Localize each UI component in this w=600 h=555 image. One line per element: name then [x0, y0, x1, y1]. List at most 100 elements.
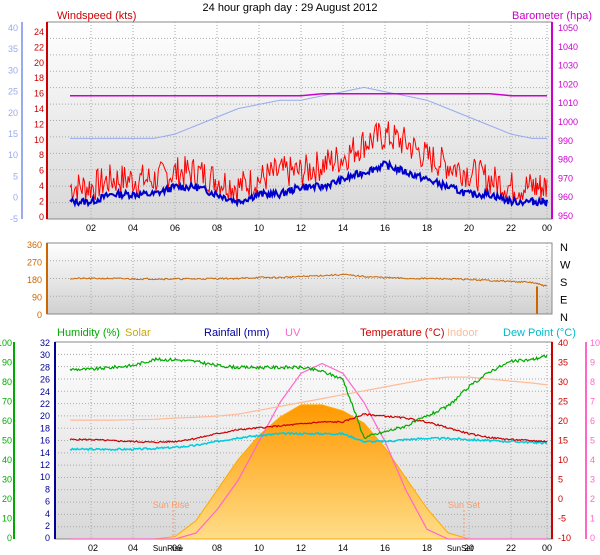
- barometer-right-axis: 1050 1040 1030 1020 1010 1000 990 980 970 960 950: [551, 22, 578, 221]
- left-tick-label: 6: [39, 166, 44, 176]
- x-tick-label: 00: [542, 223, 552, 233]
- rain-tick-label: 6: [45, 497, 50, 507]
- left-tick-label: 4: [39, 181, 44, 191]
- x-tick-label: 02: [86, 223, 96, 233]
- uv-tick-label: 5: [590, 436, 595, 446]
- direction-left-axis: 360 270 180 90 0: [27, 240, 48, 320]
- outer-tick-label: 5: [13, 171, 18, 181]
- wind-panel: Windspeed (kts) Barometer (hpa) 40353025…: [8, 10, 592, 233]
- humidity-tick-label: 70: [2, 397, 12, 407]
- outer-tick-label: 40: [8, 23, 18, 33]
- outer-left-axis: 40 35 30 25 20 15 10 5 0 -5: [8, 22, 23, 224]
- direction-series: [69, 273, 548, 314]
- dir-compass-label: N: [560, 242, 568, 254]
- x-tick-label: 16: [380, 543, 390, 553]
- left-tick-label: 8: [39, 150, 44, 160]
- x-tick-label: 22: [506, 543, 516, 553]
- climate-series: Sun Rise Sun Set: [69, 354, 548, 540]
- temp-tick-label: 40: [558, 338, 568, 348]
- x-tick-label: 16: [380, 223, 390, 233]
- left-tick-label: 0: [39, 212, 44, 222]
- legend-label: Indoor: [447, 327, 479, 339]
- outer-tick-label: 10: [8, 150, 18, 160]
- uv-tick-label: 3: [590, 475, 595, 485]
- legend-label: UV: [285, 327, 301, 339]
- rain-tick-label: 2: [45, 521, 50, 531]
- temp-tick-label: 20: [558, 416, 568, 426]
- outer-tick-label: 15: [8, 129, 18, 139]
- legend-label: Solar: [125, 327, 151, 339]
- outer-tick-label: 35: [8, 44, 18, 54]
- dir-compass-label: W: [560, 260, 571, 272]
- uv-tick-label: 8: [590, 377, 595, 387]
- uv-tick-label: 4: [590, 455, 595, 465]
- outer-tick-label: 0: [13, 193, 18, 203]
- legend-label: Rainfall (mm): [204, 327, 269, 339]
- humidity-tick-label: 100: [0, 338, 12, 348]
- left-tick-label: 20: [34, 58, 44, 68]
- x-tick-label: 10: [254, 543, 264, 553]
- humidity-tick-label: 20: [2, 494, 12, 504]
- x-tick-label: 00: [542, 543, 552, 553]
- rain-tick-label: 30: [40, 350, 50, 360]
- rain-tick-label: 10: [40, 472, 50, 482]
- climate-legend: Humidity (%) Solar Rainfall (mm) UV Temperat…: [57, 327, 576, 339]
- wind-axis-label: Windspeed (kts): [57, 10, 136, 22]
- uv-tick-label: 6: [590, 416, 595, 426]
- legend-label: Temperature (°C): [360, 327, 444, 339]
- right-tick-label: 1010: [558, 98, 578, 108]
- page-title: 24 hour graph day : 29 August 2012: [203, 2, 378, 14]
- rain-tick-label: 8: [45, 484, 50, 494]
- x-tick-label: SunSet: [447, 544, 474, 553]
- right-tick-label: 1030: [558, 61, 578, 71]
- x-tick-label: 04: [128, 223, 138, 233]
- right-tick-label: 960: [558, 192, 573, 202]
- rain-tick-label: 0: [45, 533, 50, 543]
- temp-tick-label: 5: [558, 475, 563, 485]
- rain-tick-label: 12: [40, 460, 50, 470]
- dir-compass-label: E: [560, 295, 567, 307]
- right-tick-label: 1040: [558, 42, 578, 52]
- outer-series-line: [70, 86, 547, 139]
- left-tick-label: 12: [34, 119, 44, 129]
- humidity-tick-label: 10: [2, 514, 12, 524]
- x-tick-label: 18: [422, 543, 432, 553]
- dir-tick-label: 0: [37, 310, 42, 320]
- climate-panel: Humidity (%) Solar Rainfall (mm) UV Temperat…: [0, 327, 600, 553]
- x-tick-label: 04: [128, 543, 138, 553]
- humidity-tick-label: 80: [2, 377, 12, 387]
- right-tick-label: 1050: [558, 23, 578, 33]
- dir-tick-label: 90: [32, 293, 42, 303]
- x-tick-label: 22: [506, 223, 516, 233]
- x-tick-label: 06: [172, 543, 182, 553]
- barometer-axis-label: Barometer (hpa): [512, 10, 592, 22]
- sunset-label: Sun Set: [448, 500, 481, 510]
- dir-tick-label: 360: [27, 240, 42, 250]
- humidity-tick-label: 90: [2, 358, 12, 368]
- indoor-line: [70, 376, 548, 421]
- humidity-tick-label: 0: [7, 533, 12, 543]
- barometer-line: [70, 93, 547, 97]
- temp-tick-label: 10: [558, 455, 568, 465]
- humidity-tick-label: 50: [2, 436, 12, 446]
- left-tick-label: 24: [34, 27, 44, 37]
- wind-avg-line: [69, 158, 548, 208]
- x-tick-label: 20: [464, 543, 474, 553]
- x-tick-label: SunRise: [153, 544, 184, 553]
- right-tick-label: 1020: [558, 79, 578, 89]
- rain-tick-label: 14: [40, 448, 50, 458]
- temp-tick-label: 15: [558, 436, 568, 446]
- x-tick-label: 08: [212, 543, 222, 553]
- right-tick-label: 970: [558, 173, 573, 183]
- sunrise-label: Sun Rise: [153, 500, 190, 510]
- right-tick-label: 1000: [558, 117, 578, 127]
- x-tick-label: 20: [464, 223, 474, 233]
- wind-x-axis: 02 04 06 08 10 12 14 16 18 20 22 00: [86, 223, 552, 233]
- rain-tick-label: 16: [40, 436, 50, 446]
- dir-compass-label: S: [560, 277, 567, 289]
